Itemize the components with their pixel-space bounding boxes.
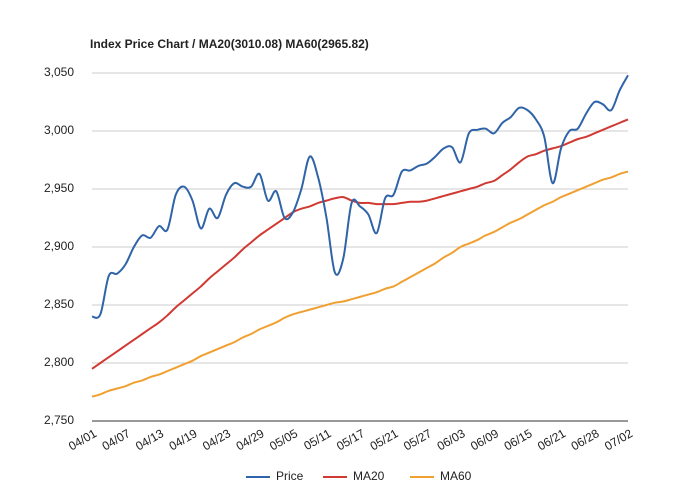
x-tick-label: 04/29 xyxy=(234,426,267,453)
x-tick-label: 06/28 xyxy=(569,426,602,453)
x-tick-label: 04/23 xyxy=(200,426,233,453)
y-tick-label: 2,900 xyxy=(44,239,74,253)
legend-label: Price xyxy=(276,469,304,483)
x-tick-label: 05/11 xyxy=(301,426,334,453)
x-tick-label: 05/05 xyxy=(267,426,300,453)
y-tick-label: 2,750 xyxy=(44,413,74,427)
x-tick-label: 06/21 xyxy=(535,426,568,453)
series-line xyxy=(91,170,629,398)
x-tick-label: 06/15 xyxy=(502,426,535,453)
y-tick-label: 2,950 xyxy=(44,181,74,195)
legend-label: MA60 xyxy=(440,469,472,483)
x-tick-label: 05/27 xyxy=(401,426,434,453)
x-tick-label: 07/02 xyxy=(602,426,635,453)
x-tick-label: 05/21 xyxy=(368,426,401,453)
x-tick-label: 04/19 xyxy=(167,426,200,453)
x-tick-label: 04/13 xyxy=(133,426,166,453)
y-tick-label: 2,800 xyxy=(44,355,74,369)
y-tick-label: 3,000 xyxy=(44,123,74,137)
x-tick-label: 05/17 xyxy=(334,426,367,453)
legend-label: MA20 xyxy=(353,469,385,483)
x-tick-label: 06/09 xyxy=(468,426,501,453)
x-tick-label: 06/03 xyxy=(435,426,468,453)
chart-title: Index Price Chart / MA20(3010.08) MA60(2… xyxy=(90,37,369,51)
x-tick-label: 04/01 xyxy=(66,426,99,453)
y-tick-label: 3,050 xyxy=(44,65,74,79)
y-tick-label: 2,850 xyxy=(44,297,74,311)
x-tick-label: 04/07 xyxy=(100,426,133,453)
series-line xyxy=(91,74,629,319)
series-line xyxy=(91,118,629,370)
